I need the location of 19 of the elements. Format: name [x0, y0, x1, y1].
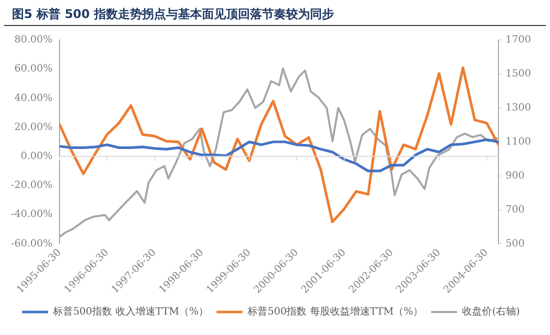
y-tick-label: -40.00% [10, 209, 53, 220]
y-tick-label: -60.00% [10, 238, 53, 250]
y-tick-label: 80.00% [14, 34, 53, 46]
y2-tick-label: 1700 [506, 34, 532, 46]
legend-label: 标普500指数 收入增速TTM（%） [52, 306, 209, 318]
chart-title: 图5 标普 500 指数走势拐点与基本面见顶回落节奏较为同步 [4, 0, 546, 26]
y-tick-label: -20.00% [10, 180, 53, 192]
y-tick-label: 40.00% [14, 92, 53, 104]
y-tick-label: 0.00% [20, 151, 53, 162]
y2-tick-label: 1100 [506, 136, 532, 148]
y2-tick-label: 1500 [506, 68, 532, 80]
legend-label: 收盘价(右轴) [462, 306, 520, 318]
y2-tick-label: 500 [506, 238, 525, 250]
y2-tick-label: 700 [506, 204, 525, 216]
y-tick-label: 60.00% [14, 64, 53, 75]
y2-tick-label: 900 [506, 170, 525, 182]
y-tick-label: 20.00% [14, 122, 53, 133]
legend-label: 标普500指数 每股收益增速TTM（%） [246, 306, 424, 318]
y2-tick-label: 1300 [506, 102, 532, 114]
